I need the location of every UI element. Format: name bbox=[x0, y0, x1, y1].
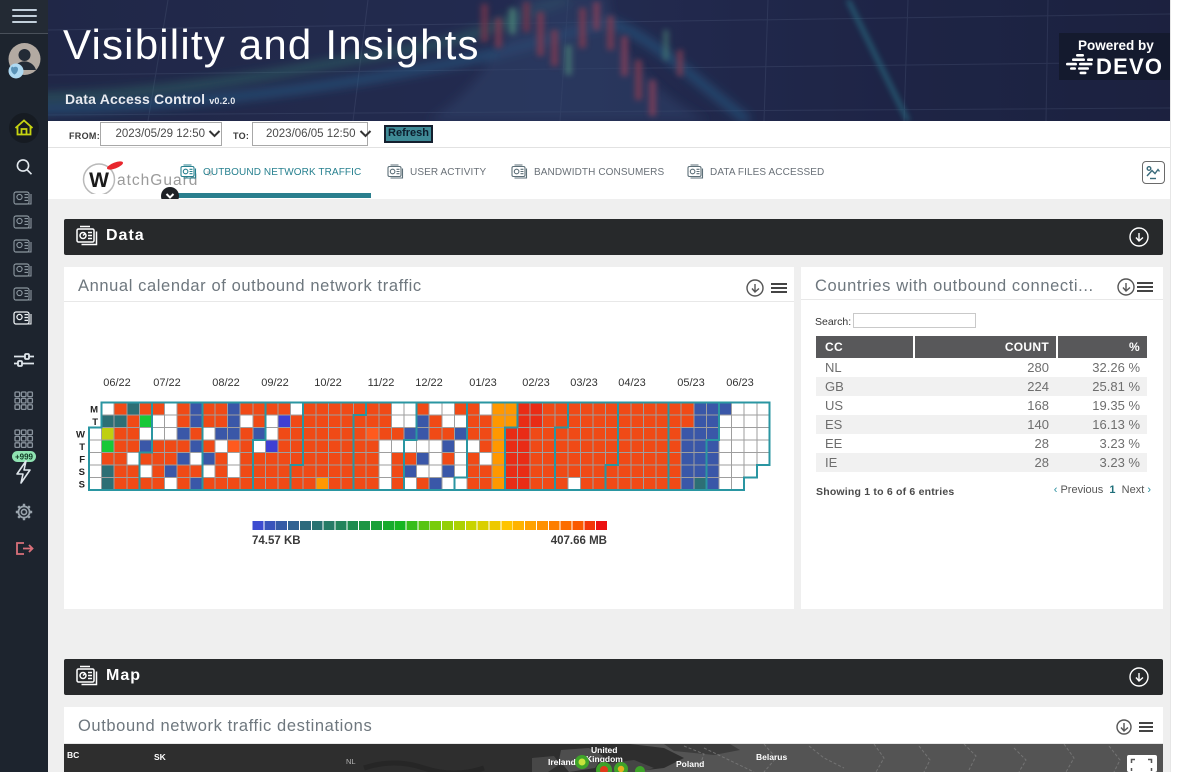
svg-text:DEVO: DEVO bbox=[1096, 54, 1163, 79]
svg-text:05/23: 05/23 bbox=[677, 377, 705, 389]
svg-text:08/22: 08/22 bbox=[212, 377, 240, 389]
svg-text:T: T bbox=[79, 442, 85, 453]
svg-text:Poland: Poland bbox=[676, 759, 704, 769]
svg-text:01/23: 01/23 bbox=[469, 377, 497, 389]
svg-text:11/22: 11/22 bbox=[368, 377, 395, 389]
svg-text:SK: SK bbox=[154, 752, 167, 762]
svg-text:W: W bbox=[76, 430, 85, 441]
svg-text:+999: +999 bbox=[15, 453, 34, 462]
svg-text:02/23: 02/23 bbox=[522, 377, 550, 389]
svg-text:04/23: 04/23 bbox=[618, 377, 646, 389]
svg-text:74.57 KB: 74.57 KB bbox=[252, 535, 301, 547]
svg-text:F: F bbox=[79, 455, 85, 466]
svg-text:United: United bbox=[591, 745, 617, 755]
svg-text:06/22: 06/22 bbox=[103, 377, 131, 389]
svg-text:BC: BC bbox=[67, 750, 79, 760]
svg-text:06/23: 06/23 bbox=[726, 377, 754, 389]
svg-text:07/22: 07/22 bbox=[153, 377, 181, 389]
svg-text:10/22: 10/22 bbox=[314, 377, 342, 389]
svg-text:03/23: 03/23 bbox=[570, 377, 598, 389]
svg-text:Belarus: Belarus bbox=[756, 752, 787, 762]
svg-text:NL: NL bbox=[346, 757, 356, 766]
svg-text:12/22: 12/22 bbox=[415, 377, 443, 389]
svg-text:S: S bbox=[79, 480, 85, 491]
svg-text:09/22: 09/22 bbox=[261, 377, 289, 389]
svg-text:T: T bbox=[92, 417, 98, 428]
svg-text:Ireland: Ireland bbox=[548, 757, 576, 767]
svg-text:W: W bbox=[89, 169, 109, 192]
svg-text:S: S bbox=[79, 467, 85, 478]
svg-text:atchGuard: atchGuard bbox=[117, 172, 198, 189]
svg-text:®: ® bbox=[207, 170, 213, 178]
svg-text:Kingdom: Kingdom bbox=[586, 754, 623, 764]
svg-text:407.66 MB: 407.66 MB bbox=[551, 535, 607, 547]
svg-text:M: M bbox=[90, 405, 98, 416]
